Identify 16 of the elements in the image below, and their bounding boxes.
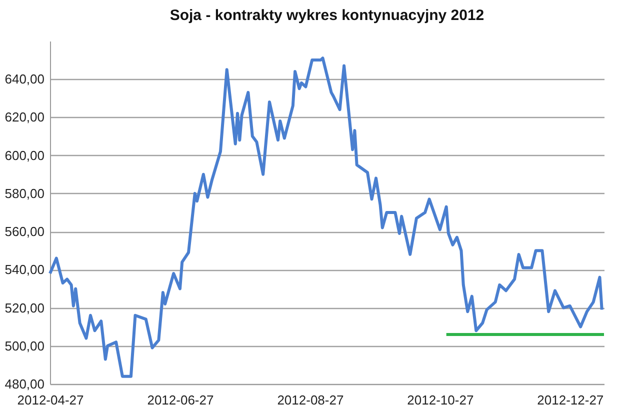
x-tick-label: 2012-04-27	[17, 392, 84, 408]
x-tick-label: 2012-06-27	[147, 392, 214, 408]
y-tick-label: 620,00	[4, 110, 44, 125]
y-tick-label: 480,00	[4, 376, 44, 392]
y-tick-label: 520,00	[4, 300, 44, 316]
y-tick-label: 540,00	[4, 262, 44, 278]
chart-title: Soja - kontrakty wykres kontynuacyjny 2012	[170, 7, 484, 24]
line-series	[48, 56, 604, 378]
y-tick-label: 640,00	[4, 72, 44, 87]
x-tick-label: 2012-10-27	[407, 392, 474, 408]
x-tick-label: 2012-12-27	[537, 392, 604, 408]
x-tick-label: 2012-08-27	[277, 392, 344, 408]
y-tick-label: 600,00	[4, 148, 44, 163]
y-tick-label: 560,00	[4, 224, 44, 240]
y-tick-label: 500,00	[4, 338, 44, 354]
y-tick-label: 580,00	[4, 186, 44, 201]
